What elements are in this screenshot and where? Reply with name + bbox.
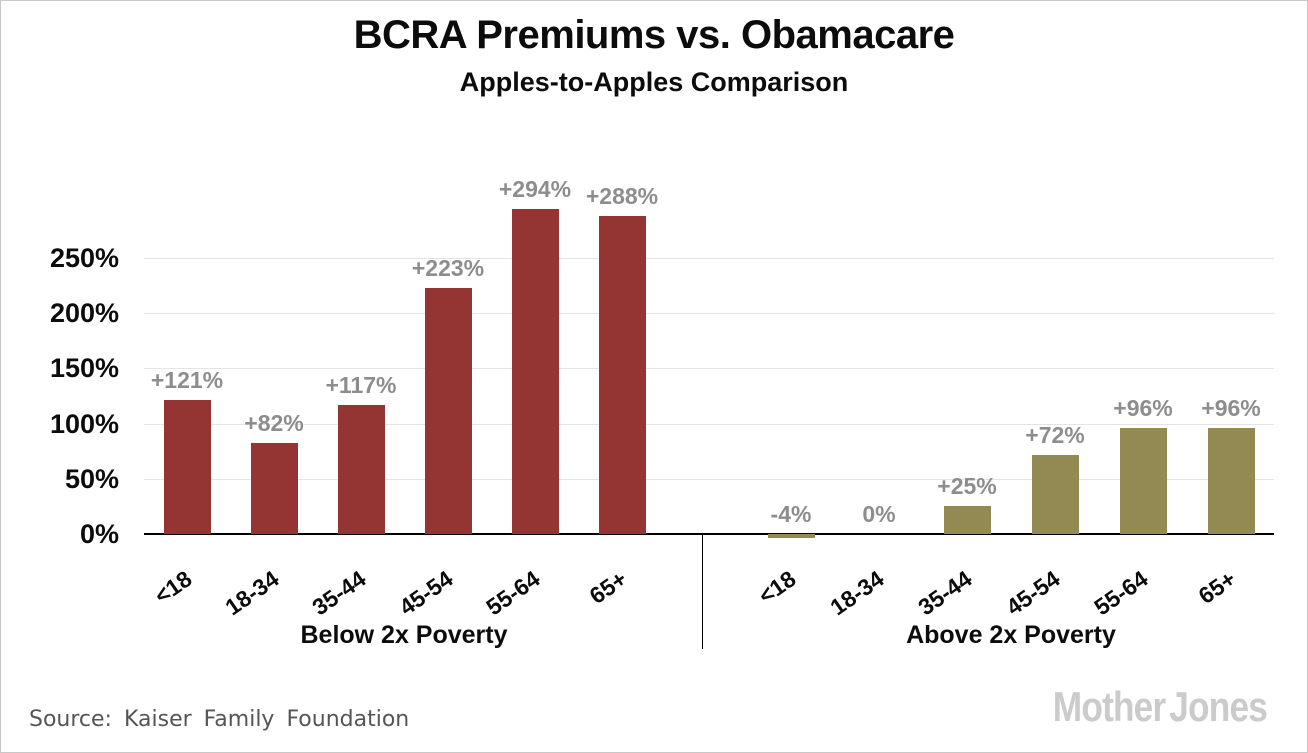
x-axis-tick-label: <18 [149, 565, 197, 610]
bar-value-label: +72% [1025, 421, 1085, 448]
bar-above-2x-poverty-65 [1207, 428, 1255, 534]
bar-above-2x-poverty-5564 [1119, 428, 1167, 534]
bar-below-2x-poverty-65 [598, 216, 646, 534]
gridline-200% [144, 313, 1274, 315]
bar-value-label: +96% [1201, 395, 1261, 422]
group-divider-line [702, 534, 703, 649]
bar-value-label: +82% [244, 410, 304, 437]
y-axis-tick-label: 50% [64, 463, 119, 494]
y-axis-tick-label: 200% [49, 298, 119, 329]
group-label-below-poverty: Below 2x Poverty [300, 621, 508, 649]
bar-value-label: +117% [325, 371, 397, 398]
chart-subtitle: Apples-to-Apples Comparison [459, 67, 849, 97]
group-label-above-poverty: Above 2x Poverty [906, 621, 1116, 649]
y-axis-tick-label: 0% [79, 519, 119, 549]
bar-below-2x-poverty-3544 [337, 404, 385, 534]
bar-above-2x-poverty-18 [767, 534, 815, 539]
y-axis-tick-label: 100% [49, 408, 119, 439]
gridline-100% [144, 423, 1274, 425]
y-axis-tick-label: 150% [49, 353, 119, 384]
bar-value-label: +96% [1113, 395, 1173, 422]
bar-below-2x-poverty-4554 [424, 287, 472, 534]
bar-below-2x-poverty-18 [163, 400, 211, 534]
bar-below-2x-poverty-1834 [250, 443, 298, 534]
bar-value-label: -4% [770, 501, 812, 527]
bar-below-2x-poverty-5564 [511, 209, 559, 534]
source-attribution: Source: Kaiser Family Foundation [29, 707, 409, 732]
source-label: Source: [29, 707, 112, 732]
gridline-50% [144, 478, 1274, 480]
bar-value-label: +25% [937, 473, 997, 500]
gridline-250% [144, 258, 1274, 259]
chart-title: BCRA Premiums vs. Obamacare [353, 13, 955, 57]
gridline-150% [144, 368, 1274, 370]
y-axis-tick-label: 250% [49, 243, 119, 273]
source-value: Kaiser Family Foundation [123, 707, 410, 732]
x-axis-line [144, 533, 1274, 535]
bar-value-label: +121% [150, 367, 224, 394]
x-axis-tick-label: <18 [753, 565, 801, 610]
bar-value-label: +294% [498, 176, 572, 203]
mother-jones-logo: Mother Jones [1052, 683, 1268, 730]
bar-value-label: 0% [862, 501, 896, 527]
bar-above-2x-poverty-4554 [1031, 454, 1079, 534]
bar-value-label: +223% [411, 254, 485, 281]
bar-value-label: +288% [585, 183, 659, 210]
bar-above-2x-poverty-3544 [943, 506, 991, 534]
